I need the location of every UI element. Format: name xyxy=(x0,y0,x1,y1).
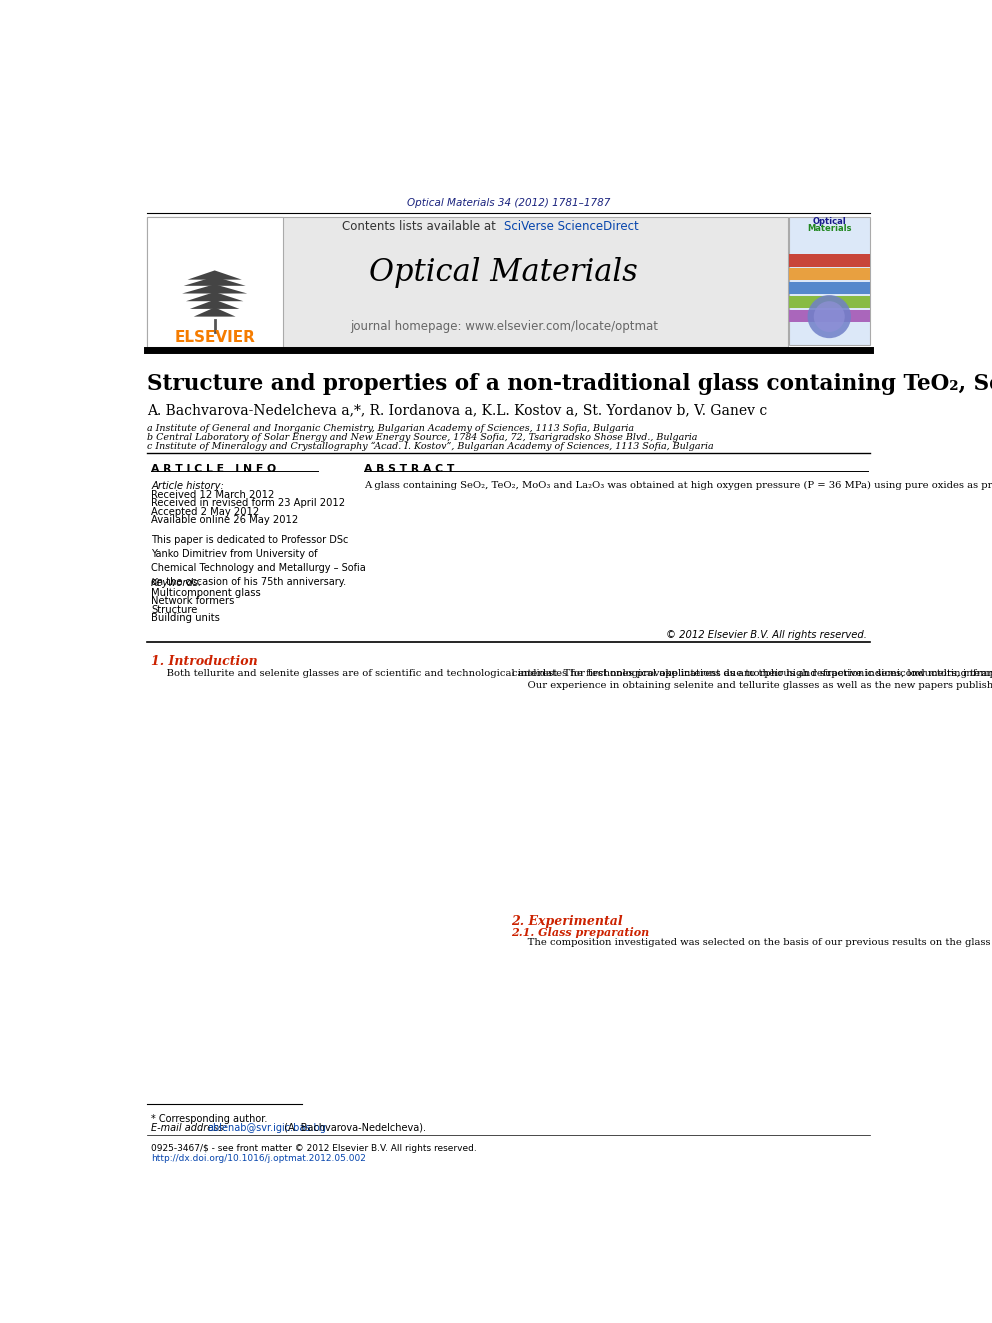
Bar xyxy=(789,269,870,280)
Bar xyxy=(789,217,870,345)
Text: E-mail address:: E-mail address: xyxy=(151,1123,227,1132)
Text: Structure and properties of a non-traditional glass containing TeO₂, SeO₂ and Mo: Structure and properties of a non-tradit… xyxy=(147,373,992,394)
Text: Article history:: Article history: xyxy=(151,480,224,491)
Text: This paper is dedicated to Professor DSc
Yanko Dimitriev from University of
Chem: This paper is dedicated to Professor DSc… xyxy=(151,534,366,586)
Text: ablenab@svr.igic.bas.bg: ablenab@svr.igic.bas.bg xyxy=(207,1123,326,1132)
Bar xyxy=(789,282,870,294)
Text: * Corresponding author.: * Corresponding author. xyxy=(151,1114,268,1123)
Polygon shape xyxy=(186,292,243,302)
Bar xyxy=(147,217,283,348)
Text: 2. Experimental: 2. Experimental xyxy=(512,916,623,927)
Circle shape xyxy=(813,302,845,332)
Text: SciVerse ScienceDirect: SciVerse ScienceDirect xyxy=(504,220,639,233)
Bar xyxy=(789,296,870,308)
Bar xyxy=(147,217,789,348)
Bar xyxy=(789,310,870,321)
Text: A R T I C L E   I N F O: A R T I C L E I N F O xyxy=(151,464,276,475)
Polygon shape xyxy=(189,300,239,308)
Text: Available online 26 May 2012: Available online 26 May 2012 xyxy=(151,515,299,525)
Text: a Institute of General and Inorganic Chemistry, Bulgarian Academy of Sciences, 1: a Institute of General and Inorganic Che… xyxy=(147,425,634,434)
Circle shape xyxy=(807,295,851,339)
Text: Accepted 2 May 2012: Accepted 2 May 2012 xyxy=(151,507,259,517)
Text: Received 12 March 2012: Received 12 March 2012 xyxy=(151,490,275,500)
Polygon shape xyxy=(183,284,247,294)
Text: Optical Materials: Optical Materials xyxy=(369,257,638,288)
Text: © 2012 Elsevier B.V. All rights reserved.: © 2012 Elsevier B.V. All rights reserved… xyxy=(666,630,866,640)
Text: Materials: Materials xyxy=(807,225,851,233)
Text: c Institute of Mineralogy and Crystallography “Acad. I. Kostov”, Bulgarian Acade: c Institute of Mineralogy and Crystallog… xyxy=(147,442,714,451)
Text: candidates for technological applications as amorphous and superionic semiconduc: candidates for technological application… xyxy=(512,668,992,689)
Text: Contents lists available at: Contents lists available at xyxy=(342,220,504,233)
Polygon shape xyxy=(193,307,236,316)
Text: Multicomponent glass: Multicomponent glass xyxy=(151,587,261,598)
Text: Optical Materials 34 (2012) 1781–1787: Optical Materials 34 (2012) 1781–1787 xyxy=(407,198,610,209)
Text: Keywords:: Keywords: xyxy=(151,578,202,589)
Text: A glass containing SeO₂, TeO₂, MoO₃ and La₂O₃ was obtained at high oxygen pressu: A glass containing SeO₂, TeO₂, MoO₃ and … xyxy=(364,480,992,490)
Bar xyxy=(789,254,870,266)
Text: 1. Introduction: 1. Introduction xyxy=(151,655,258,668)
Text: journal homepage: www.elsevier.com/locate/optmat: journal homepage: www.elsevier.com/locat… xyxy=(350,320,658,333)
Text: 0925-3467/$ - see front matter © 2012 Elsevier B.V. All rights reserved.: 0925-3467/$ - see front matter © 2012 El… xyxy=(151,1144,477,1154)
Polygon shape xyxy=(184,277,246,286)
Text: Both tellurite and selenite glasses are of scientific and technological interest: Both tellurite and selenite glasses are … xyxy=(151,668,992,677)
Text: A B S T R A C T: A B S T R A C T xyxy=(364,464,454,475)
Text: (A. Bachvarova-Nedelcheva).: (A. Bachvarova-Nedelcheva). xyxy=(281,1123,426,1132)
Text: http://dx.doi.org/10.1016/j.optmat.2012.05.002: http://dx.doi.org/10.1016/j.optmat.2012.… xyxy=(151,1154,366,1163)
Text: Received in revised form 23 April 2012: Received in revised form 23 April 2012 xyxy=(151,499,345,508)
Text: b Central Laboratory of Solar Energy and New Energy Source, 1784 Sofia, 72, Tsar: b Central Laboratory of Solar Energy and… xyxy=(147,433,697,442)
Text: Building units: Building units xyxy=(151,613,220,623)
Text: 2.1. Glass preparation: 2.1. Glass preparation xyxy=(512,927,650,938)
Text: Network formers: Network formers xyxy=(151,597,234,606)
Text: The composition investigated was selected on the basis of our previous results o: The composition investigated was selecte… xyxy=(512,938,992,947)
Polygon shape xyxy=(187,270,242,279)
Text: A. Bachvarova-Nedelcheva a,*, R. Iordanova a, K.L. Kostov a, St. Yordanov b, V. : A. Bachvarova-Nedelcheva a,*, R. Iordano… xyxy=(147,404,768,418)
Text: Structure: Structure xyxy=(151,605,197,615)
Text: ELSEVIER: ELSEVIER xyxy=(175,329,255,345)
Text: Optical: Optical xyxy=(812,217,846,226)
